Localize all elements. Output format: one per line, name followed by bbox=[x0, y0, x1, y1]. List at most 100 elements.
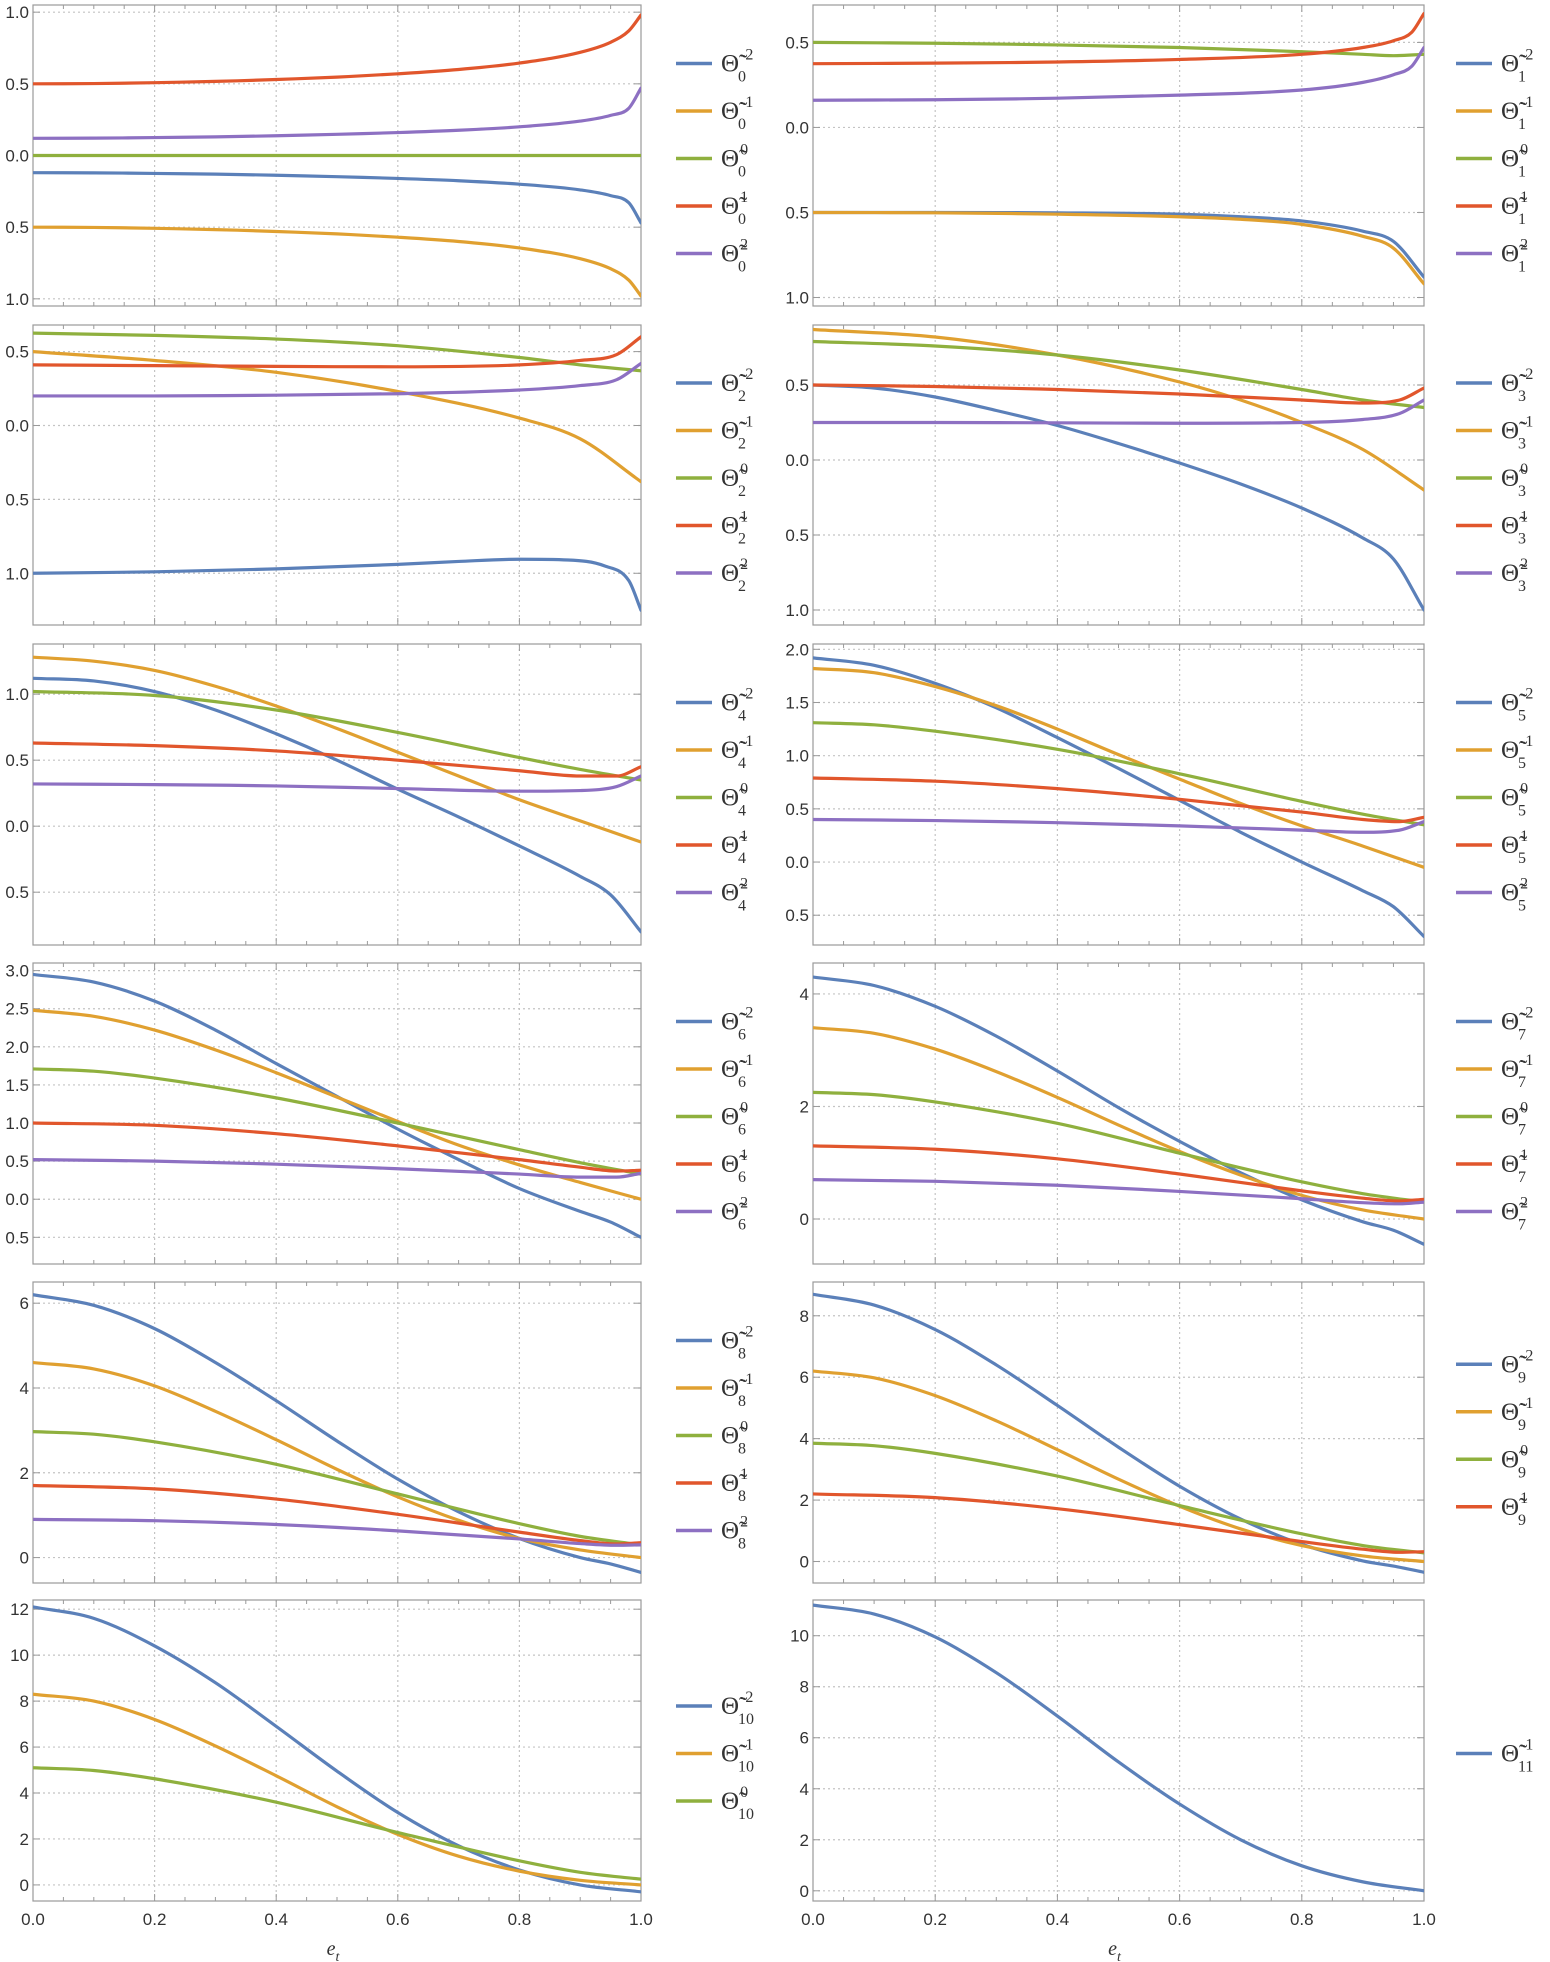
legend-entry: Θ̃-2 7 bbox=[1501, 1005, 1533, 1044]
series-group bbox=[813, 656, 1424, 939]
series-line-2-0 bbox=[33, 331, 641, 373]
legend-entry: Θ̃0 3 bbox=[1501, 461, 1528, 500]
series-line-6-0 bbox=[33, 1067, 641, 1176]
legend-entry: Θ̃1 4 bbox=[721, 828, 748, 867]
plot-frame bbox=[32, 643, 642, 946]
y-tick-label: 6 bbox=[20, 1294, 29, 1313]
legend-entry: Θ̃1 9 bbox=[1501, 1490, 1528, 1529]
y-tick-label: 1.5 bbox=[5, 1076, 29, 1095]
series-line-1--2 bbox=[813, 210, 1424, 279]
series-line-10--2 bbox=[33, 1605, 641, 1894]
y-tick-label: 3.0 bbox=[5, 962, 29, 981]
y-tick-label: 0 bbox=[20, 1549, 29, 1568]
y-tick-label: 0.5 bbox=[785, 33, 809, 52]
legend-entry: Θ̃1 8 bbox=[721, 1466, 748, 1505]
legend-entry: Θ̃-1 11 bbox=[1501, 1737, 1533, 1776]
y-tick-label: 1.0 bbox=[5, 3, 29, 22]
series-line-3--1 bbox=[813, 327, 1424, 492]
series-line-8-0 bbox=[33, 1430, 641, 1547]
legend-entry: Θ̃-1 4 bbox=[721, 733, 753, 772]
y-tick-label: 0.5 bbox=[5, 490, 29, 509]
legend-entry: Θ̃-2 6 bbox=[721, 1005, 753, 1044]
series-group bbox=[813, 327, 1424, 612]
y-tick-label: 12 bbox=[10, 1600, 29, 1619]
legend-entry: Θ̃2 2 bbox=[721, 556, 748, 595]
y-tick-label: 1.5 bbox=[785, 693, 809, 712]
series-line-3--2 bbox=[813, 383, 1424, 612]
y-tick-label: 0.5 bbox=[5, 75, 29, 94]
legend-entry: Θ̃-1 5 bbox=[1501, 733, 1533, 772]
y-tick-label: 0.5 bbox=[785, 203, 809, 222]
legend-entry: Θ̃-1 10 bbox=[721, 1737, 754, 1776]
y-tick-label: 0.5 bbox=[5, 343, 29, 362]
panel-2: 0.5 0.0 0.5 1.0 Θ̃-2 2 Θ̃-1 2 Θ̃0 2 Θ̃1 2 Θ̃2 2 bbox=[5, 324, 753, 626]
y-tick-label: 1.0 bbox=[5, 685, 29, 704]
plot-frame bbox=[812, 1281, 1425, 1584]
series-line-4-0 bbox=[33, 689, 641, 782]
y-tick-label: 0.5 bbox=[785, 526, 809, 545]
series-line-0-2 bbox=[33, 86, 641, 140]
y-tick-label: 6 bbox=[20, 1738, 29, 1757]
legend-entry: Θ̃0 4 bbox=[721, 781, 748, 820]
legend-entry: Θ̃-2 0 bbox=[721, 47, 753, 86]
y-tick-label: 10 bbox=[790, 1627, 809, 1646]
series-line-0--1 bbox=[33, 225, 641, 298]
y-tick-label: 6 bbox=[800, 1368, 809, 1387]
series-line-0--2 bbox=[33, 171, 641, 225]
panel-5: 2.0 1.5 1.0 0.5 0.0 0.5 Θ̃-2 5 Θ̃-1 5 Θ̃0 5 Θ̃1 5 Θ̃2 5 bbox=[785, 640, 1533, 946]
y-tick-label: 1.0 bbox=[5, 290, 29, 309]
series-line-3-1 bbox=[813, 383, 1424, 405]
y-tick-label: 0.5 bbox=[5, 751, 29, 770]
legend-entry: Θ̃-1 6 bbox=[721, 1052, 753, 1091]
x-tick-label: 0.8 bbox=[1290, 1910, 1314, 1929]
legend-entry: Θ̃1 5 bbox=[1501, 828, 1528, 867]
legend-entry: Θ̃-1 2 bbox=[721, 414, 753, 453]
y-tick-label: 2 bbox=[800, 1491, 809, 1510]
panel-10: 12 10 8 6 4 2 0 Θ̃-2 10 Θ̃-1 10 Θ̃0 10 0.0 0.2 0.4 0.6 0.… bbox=[10, 1599, 754, 1962]
x-tick-label: 0.6 bbox=[1168, 1910, 1192, 1929]
x-tick-label: 1.0 bbox=[629, 1910, 653, 1929]
series-line-1--1 bbox=[813, 210, 1424, 286]
series-line-7--1 bbox=[813, 1026, 1424, 1221]
legend-entry: Θ̃2 1 bbox=[1501, 237, 1528, 276]
legend-entry: Θ̃2 0 bbox=[721, 237, 748, 276]
series-line-8-2 bbox=[33, 1517, 641, 1547]
plot-frame bbox=[812, 1599, 1425, 1902]
series-line-6-1 bbox=[33, 1121, 641, 1173]
legend-entry: Θ̃-1 3 bbox=[1501, 414, 1533, 453]
plot-frame bbox=[32, 1599, 642, 1902]
series-group bbox=[813, 1603, 1424, 1893]
x-axis-label: et bbox=[327, 1938, 341, 1962]
legend-entry: Θ̃1 7 bbox=[1501, 1147, 1528, 1186]
legend-entry: Θ̃0 10 bbox=[721, 1784, 754, 1823]
x-tick-label: 0.4 bbox=[264, 1910, 288, 1929]
legend-entry: Θ̃0 7 bbox=[1501, 1100, 1528, 1139]
y-tick-label: 1.0 bbox=[5, 564, 29, 583]
y-tick-label: 0.5 bbox=[5, 1228, 29, 1247]
y-tick-label: 6 bbox=[800, 1729, 809, 1748]
legend-entry: Θ̃1 6 bbox=[721, 1147, 748, 1186]
x-tick-label: 1.0 bbox=[1412, 1910, 1436, 1929]
y-tick-label: 2 bbox=[20, 1830, 29, 1849]
y-tick-label: 2.5 bbox=[5, 1000, 29, 1019]
series-line-8--2 bbox=[33, 1293, 641, 1574]
series-group bbox=[33, 655, 641, 934]
legend-entry: Θ̃-1 1 bbox=[1501, 94, 1533, 133]
x-tick-label: 0.8 bbox=[508, 1910, 532, 1929]
series-line-5--2 bbox=[813, 656, 1424, 939]
series-line-2--2 bbox=[33, 557, 641, 612]
series-group bbox=[33, 1605, 641, 1894]
y-tick-label: 0.0 bbox=[5, 416, 29, 435]
series-line-1-2 bbox=[813, 45, 1424, 102]
series-line-2-1 bbox=[33, 335, 641, 369]
y-tick-label: 1.0 bbox=[785, 288, 809, 307]
x-tick-label: 0.2 bbox=[923, 1910, 947, 1929]
x-tick-label: 0.4 bbox=[1046, 1910, 1070, 1929]
y-tick-label: 2 bbox=[20, 1464, 29, 1483]
y-tick-label: 0 bbox=[20, 1876, 29, 1895]
y-tick-label: 0.5 bbox=[5, 218, 29, 237]
y-tick-label: 0.0 bbox=[5, 817, 29, 836]
y-tick-label: 1.0 bbox=[785, 601, 809, 620]
legend-entry: Θ̃-2 5 bbox=[1501, 686, 1533, 725]
